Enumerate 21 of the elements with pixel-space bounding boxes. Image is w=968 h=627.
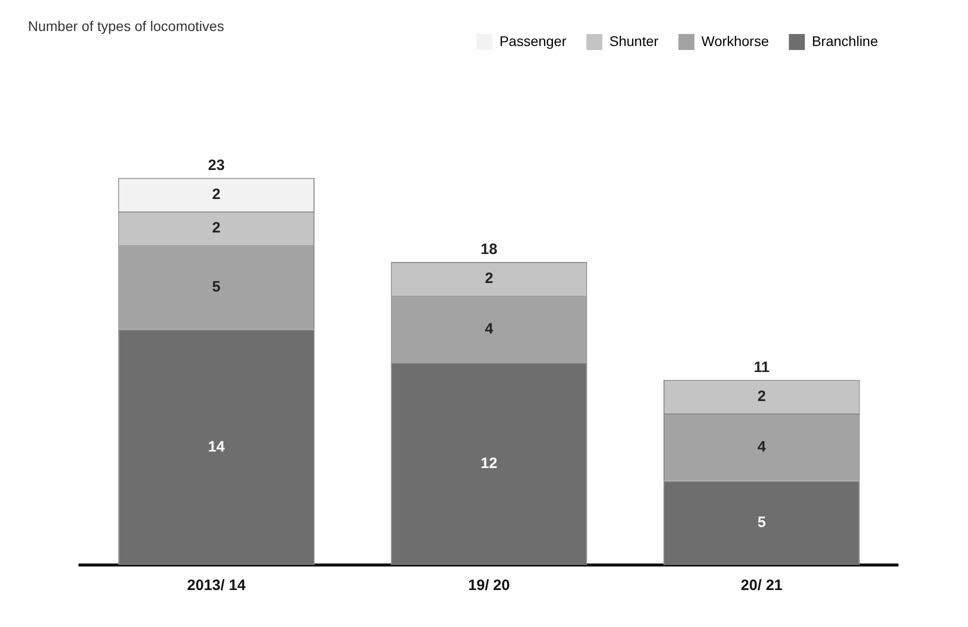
legend-label: Workhorse: [701, 32, 770, 49]
data-label: 2: [757, 388, 766, 405]
data-label: 5: [757, 514, 766, 532]
legend-label: Branchline: [812, 32, 878, 49]
x-tick-label: 19/ 20: [468, 577, 510, 594]
total-label: 23: [208, 156, 225, 174]
x-tick-label: 2013/ 14: [187, 577, 246, 594]
data-label: 12: [480, 455, 498, 472]
legend-label: Shunter: [609, 32, 659, 49]
total-label: 11: [754, 358, 770, 376]
data-label: 5: [212, 278, 221, 296]
data-label: 2: [212, 219, 221, 236]
data-label: 2: [484, 270, 494, 287]
chart-title: Number of types of locomotives: [28, 18, 224, 34]
data-label: 4: [757, 438, 766, 456]
total-label: 18: [480, 241, 498, 258]
legend-label: Passenger: [499, 32, 567, 49]
data-label: 2: [212, 186, 221, 203]
x-tick-label: 20/ 21: [740, 577, 783, 594]
data-label: 14: [208, 438, 226, 456]
data-label: 4: [484, 320, 494, 338]
